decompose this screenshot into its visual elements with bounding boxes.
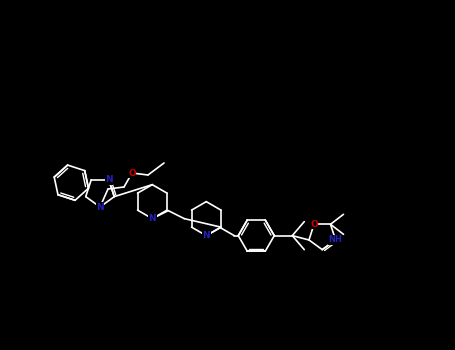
Text: N: N — [148, 214, 156, 223]
Text: O: O — [310, 220, 318, 229]
Text: N: N — [202, 231, 210, 240]
Text: N: N — [105, 175, 113, 184]
Text: N: N — [96, 203, 104, 211]
Text: O: O — [128, 168, 136, 177]
Text: NH: NH — [329, 236, 343, 244]
